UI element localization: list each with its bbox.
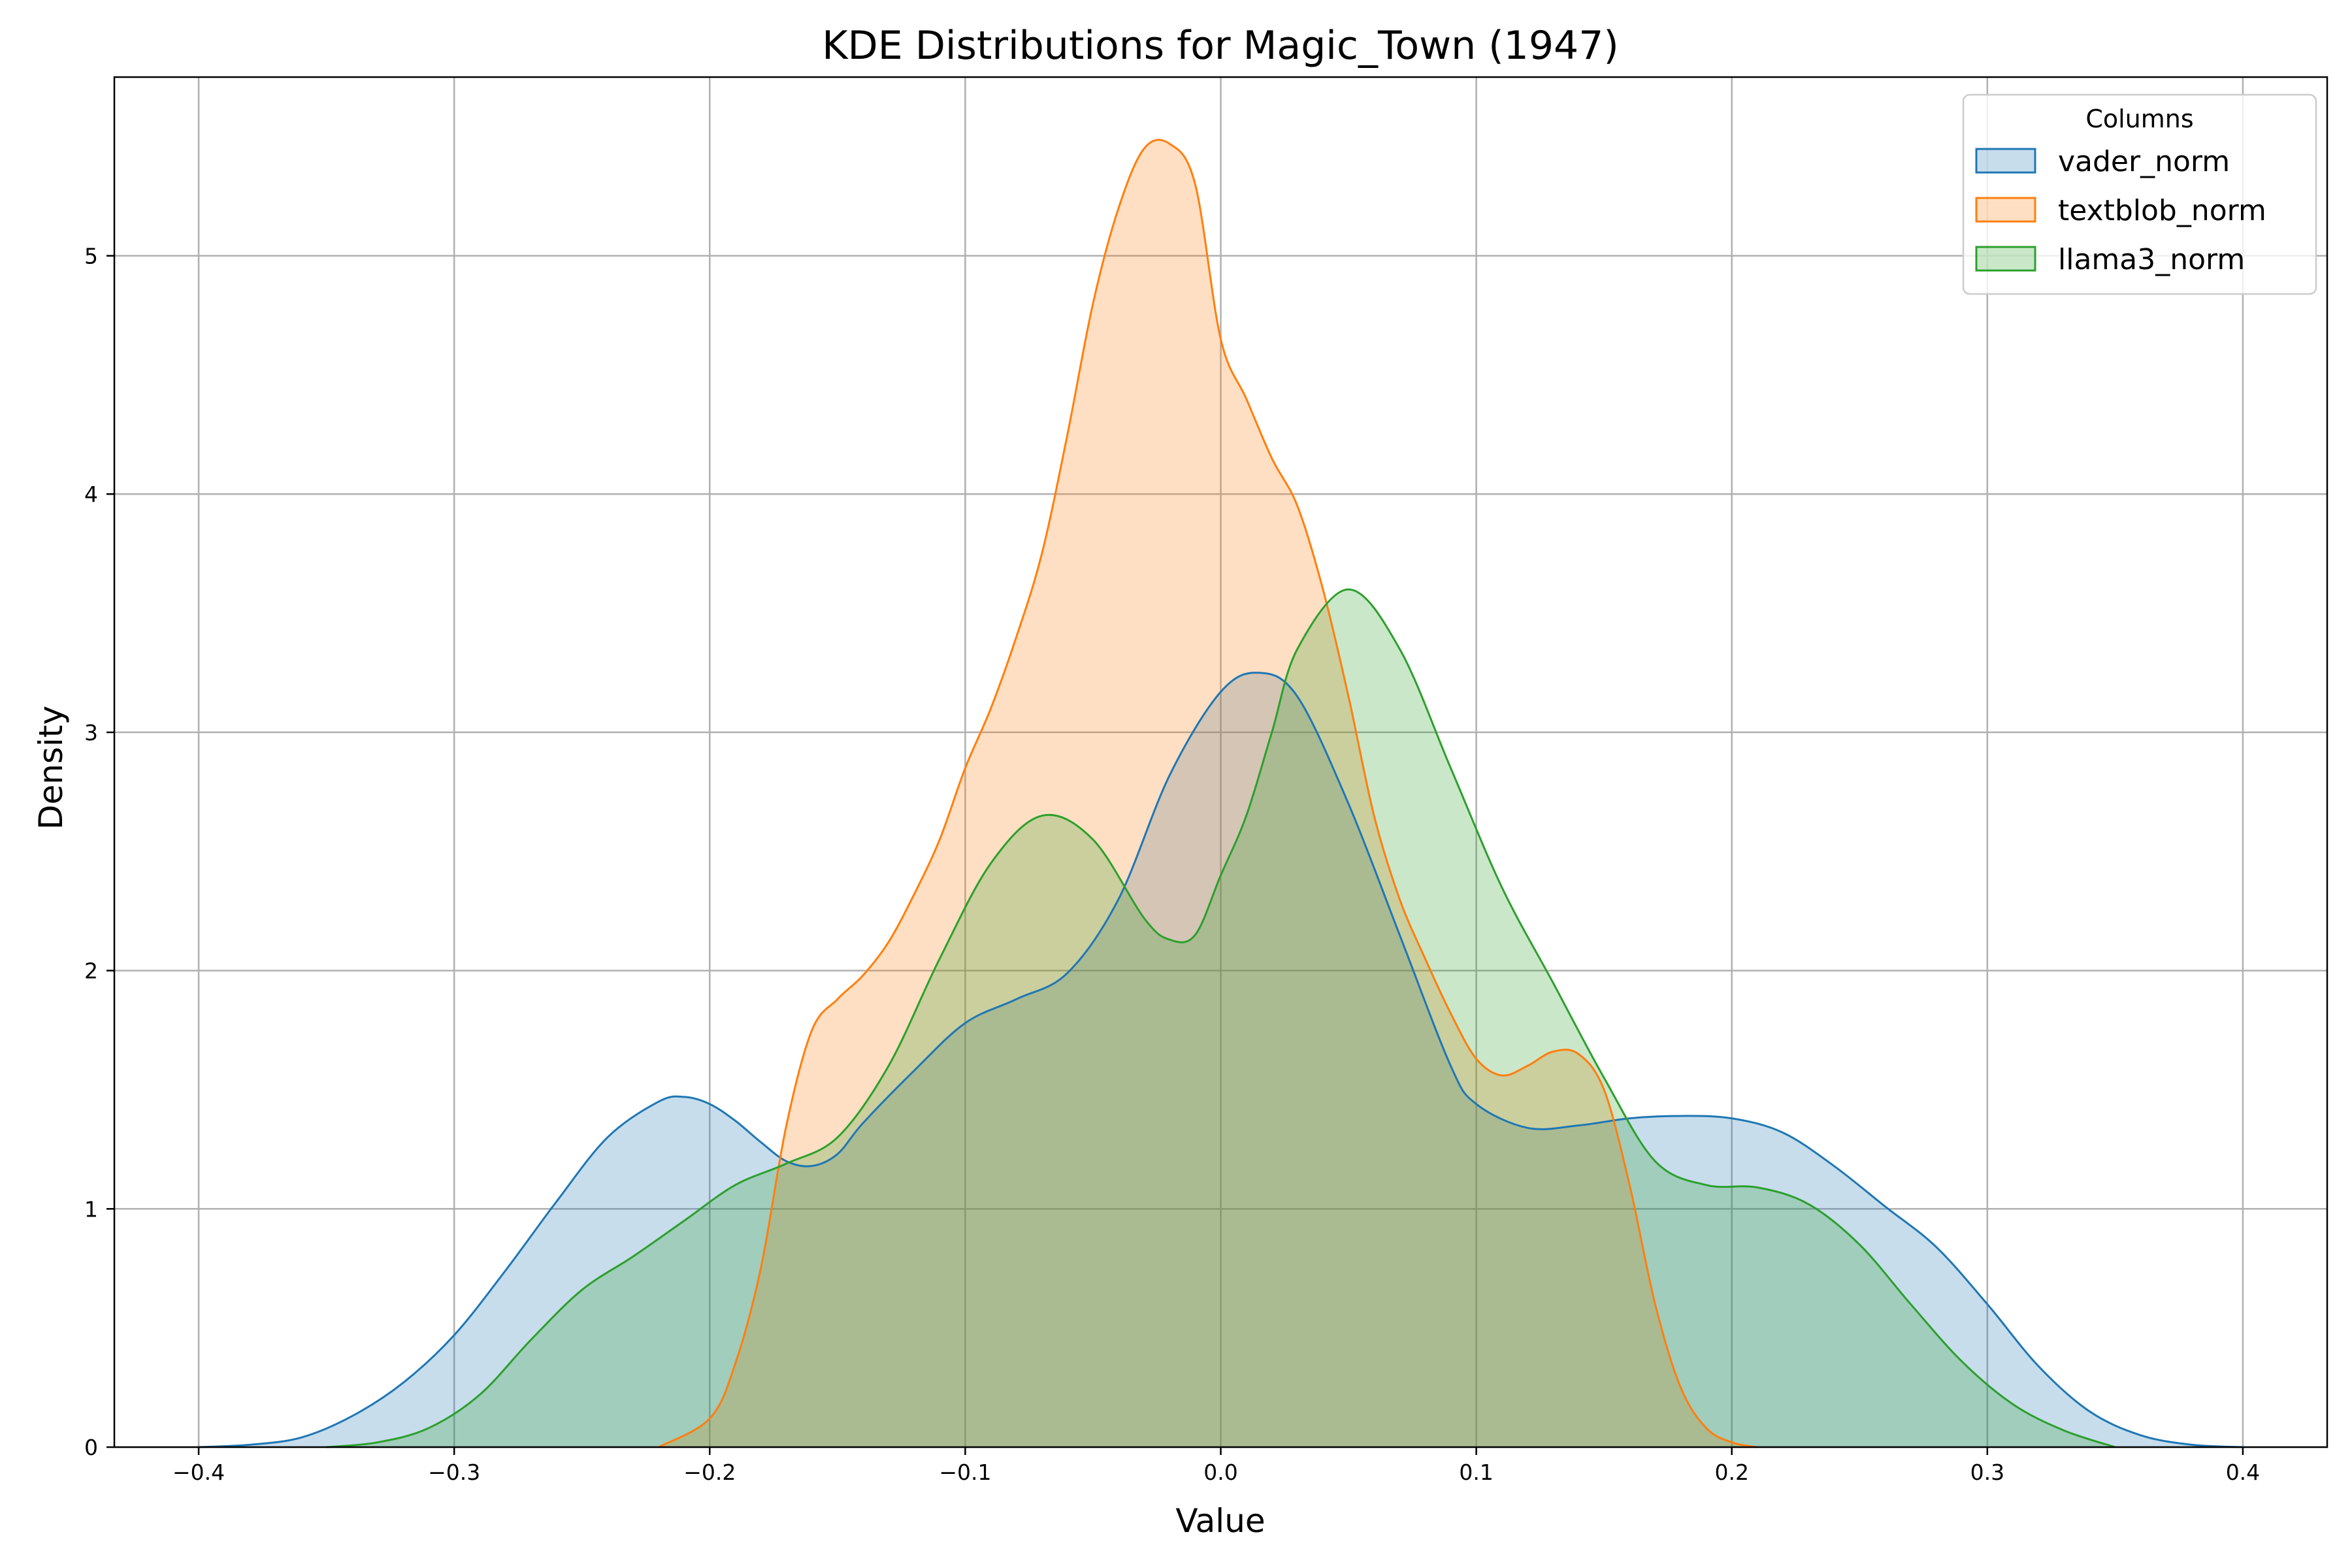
y-tick-label: 1 — [84, 1196, 98, 1222]
legend-items: vader_norm textblob_norm llama3_norm — [1975, 145, 2266, 276]
series-line-llama3_norm — [326, 588, 2115, 1448]
y-tick-label: 3 — [84, 720, 98, 745]
x-tick-label: 0.1 — [1459, 1460, 1493, 1485]
x-tick-label: 0.2 — [1714, 1460, 1748, 1485]
y-axis-ticks: 0 1 2 3 4 5 — [84, 244, 114, 1460]
y-tick-label: 2 — [84, 958, 98, 984]
x-tick-label: 0.0 — [1203, 1460, 1237, 1485]
series-line-textblob_norm — [658, 139, 1758, 1448]
legend-label-llama3_norm: llama3_norm — [2058, 243, 2245, 276]
legend-box — [1962, 93, 2317, 295]
legend: Columns vader_norm textblob_norm llama3_no… — [1962, 93, 2317, 295]
series-area-llama3_norm — [326, 589, 2115, 1447]
y-tick-label: 5 — [84, 244, 98, 269]
x-tick-label: −0.4 — [172, 1460, 225, 1485]
series-area-textblob_norm — [659, 139, 1757, 1448]
y-tick-label: 0 — [84, 1435, 98, 1460]
density-fills — [199, 139, 2243, 1448]
legend-swatch-vader_norm — [1975, 148, 2036, 174]
x-tick-label: −0.2 — [683, 1460, 736, 1485]
x-tick-label: −0.3 — [428, 1460, 480, 1485]
y-axis-label: Density — [32, 706, 70, 830]
x-tick-label: −0.1 — [939, 1460, 991, 1485]
series-line-vader_norm — [198, 672, 2243, 1448]
chart-title: KDE Distributions for Magic_Town (1947) — [822, 23, 1619, 69]
x-axis-label: Value — [1175, 1502, 1265, 1540]
series-area-vader_norm — [199, 672, 2243, 1447]
y-tick-label: 4 — [84, 482, 98, 507]
legend-label-vader_norm: vader_norm — [2058, 145, 2230, 178]
legend-swatch-textblob_norm — [1975, 197, 2036, 223]
x-tick-label: 0.4 — [2226, 1460, 2260, 1485]
density-lines — [198, 139, 2243, 1448]
legend-label-textblob_norm: textblob_norm — [2058, 194, 2266, 227]
x-axis-ticks: −0.4 −0.3 −0.2 −0.1 0.0 0.1 0.2 0.3 0.4 — [172, 1447, 2260, 1485]
x-tick-label: 0.3 — [1970, 1460, 2004, 1485]
legend-swatch-llama3_norm — [1975, 246, 2036, 272]
legend-title: Columns — [2085, 105, 2193, 133]
